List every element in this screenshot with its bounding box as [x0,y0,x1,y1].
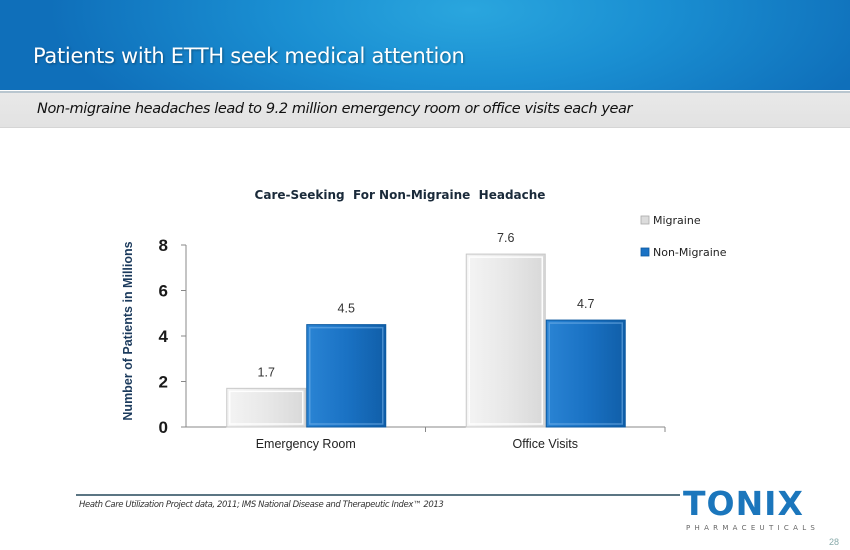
legend-swatch-migraine [640,215,650,225]
footer-divider [76,494,680,496]
bar-bevel [548,322,623,425]
logo-subtitle: PHARMACEUTICALS [686,524,820,532]
y-tick-label: 4 [159,327,169,346]
source-footnote: Heath Care Utilization Project data, 201… [79,500,444,510]
bar-bevel [309,326,384,425]
y-axis-label: Number of Patients in Millions [121,241,135,420]
slide-subtitle: Non-migraine headaches lead to 9.2 milli… [37,101,633,117]
slide-header: Patients with ETTH seek medical attentio… [0,0,850,90]
y-tick-label: 0 [159,418,168,437]
x-category-label: Emergency Room [256,437,356,451]
bar-migraine-office-visits [465,253,546,428]
bar-bevel [468,256,543,425]
bar-migraine-emergency-room [226,387,307,428]
y-tick-label: 8 [159,236,168,255]
y-tick-label: 6 [159,282,168,301]
bar-non-migraine-emergency-room [306,324,387,428]
tonix-logo: TONIX PHARMACEUTICALS [683,486,828,536]
logo-wordmark: TONIX [683,484,804,523]
data-label: 4.7 [577,297,594,311]
page-number: 28 [829,537,840,547]
bar-bevel [229,390,304,425]
data-label: 4.5 [338,302,355,316]
data-label: 1.7 [258,365,275,379]
subtitle-band: Non-migraine headaches lead to 9.2 milli… [0,91,850,128]
y-tick-label: 2 [159,373,168,392]
data-label: 7.6 [497,231,514,245]
legend-label-migraine: Migraine [653,214,701,227]
slide-title: Patients with ETTH seek medical attentio… [33,44,465,68]
bar-non-migraine-office-visits [545,319,626,428]
legend-label-non-migraine: Non-Migraine [653,246,727,259]
legend-swatch-non-migraine [640,247,650,257]
x-category-label: Office Visits [512,437,578,451]
chart-title: Care-Seeking For Non-Migraine Headache [255,188,546,202]
